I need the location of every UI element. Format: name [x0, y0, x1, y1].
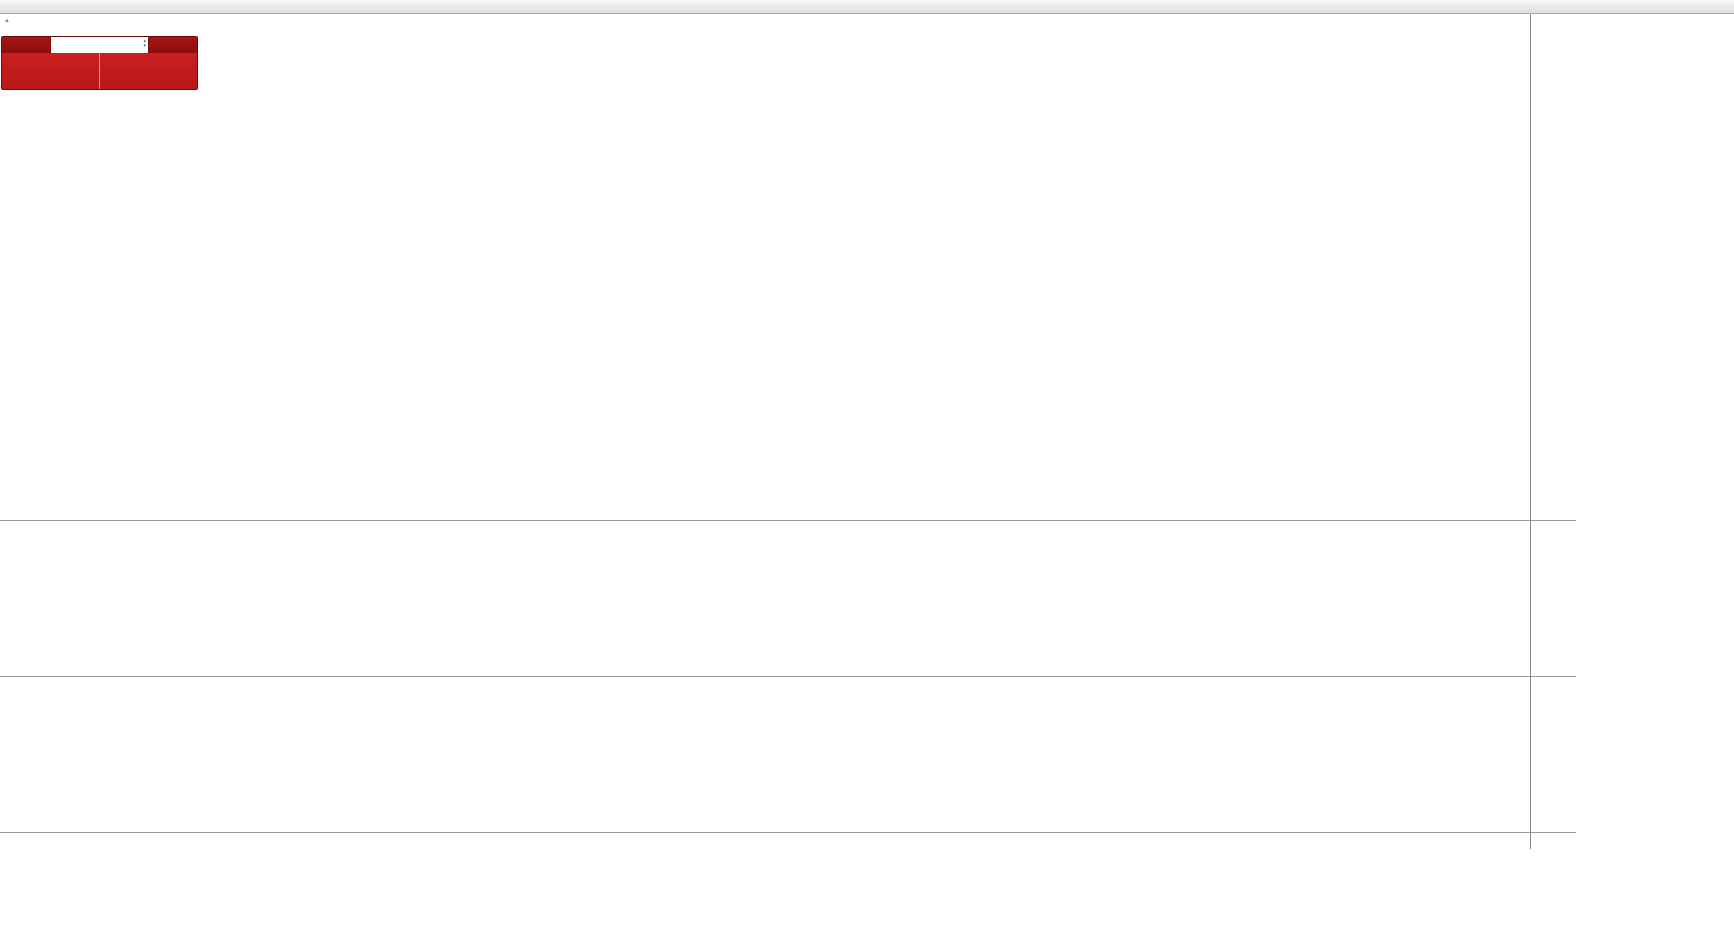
buy-price-button[interactable] [100, 53, 197, 89]
price-chart-canvas[interactable] [0, 14, 1530, 520]
one-click-trading-widget: ▴ ▾ [1, 36, 198, 90]
panel-separator[interactable] [0, 520, 1576, 521]
time-axis[interactable] [0, 834, 1530, 849]
buy-button[interactable] [149, 37, 197, 53]
volume-spinner[interactable]: ▴ ▾ [143, 39, 146, 49]
one-click-toggle-icon[interactable]: ▲ [4, 18, 10, 24]
spinner-up-icon[interactable]: ▴ [143, 38, 146, 44]
one-click-top-row: ▴ ▾ [2, 37, 197, 53]
sell-price-button[interactable] [2, 53, 100, 89]
macd-panel-canvas[interactable] [0, 521, 1530, 675]
main-toolbar [0, 0, 1734, 14]
panel-separator[interactable] [0, 832, 1576, 833]
macd-label [3, 524, 8, 535]
rsi-label [3, 680, 8, 691]
spinner-down-icon[interactable]: ▾ [143, 43, 146, 49]
volume-input[interactable]: ▴ ▾ [50, 37, 149, 53]
sell-button[interactable] [2, 37, 50, 53]
price-axis[interactable] [1531, 14, 1576, 849]
chart-window[interactable]: ▲ ▴ ▾ [0, 14, 1734, 940]
one-click-prices [2, 53, 197, 89]
rsi-panel-canvas[interactable] [0, 677, 1530, 832]
price-axis-border [1530, 14, 1531, 849]
panel-separator[interactable] [0, 676, 1576, 677]
